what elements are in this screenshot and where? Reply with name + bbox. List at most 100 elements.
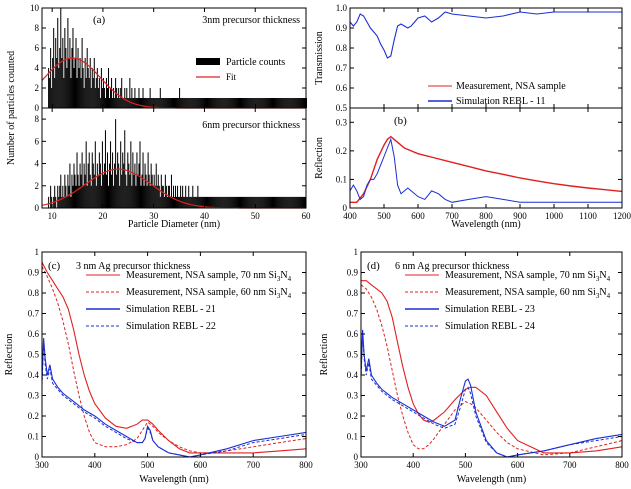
hist-6nm-bar [141,174,143,208]
hist-6nm-bar [187,196,189,208]
hist-6nm-bar [108,185,110,208]
hist-3nm-bar [217,98,219,108]
hist-6nm-bar [205,196,207,208]
hist-6nm-bar [82,185,84,208]
hist-6nm-bar [117,152,119,208]
hist-3nm-bar [225,98,227,108]
hist-3nm-bar [154,98,156,108]
hist-6nm-bar [55,196,57,208]
hist-3nm-bar [150,98,152,108]
hist-6nm-bar [118,163,120,208]
hist-6nm-bar [257,196,259,208]
hist-3nm-bar [206,98,208,108]
hist-3nm-bar [102,78,104,108]
hist-3nm-bar [261,98,263,108]
hist-3nm-bar [303,98,305,108]
hist-6nm-bar [67,174,69,208]
hist-6nm-bar [165,185,167,208]
hist-6nm-bar [262,196,264,208]
hist-3nm-bar [55,38,57,108]
panel-d-ylabel: Reflection [319,334,330,376]
panel-a-top-title: 3nm precursor thickness [202,15,300,26]
hist-6nm-bar [227,196,229,208]
hist-3nm-bar [259,98,261,108]
hist-3nm-bar [122,98,124,108]
hist-3nm-bar [86,48,88,108]
panel-d-ytick-label: 0 [354,452,359,462]
panel-d-legend-text: Simulation REBL - 24 [445,321,535,332]
hist-3nm-bar [197,98,199,108]
hist-6nm-bar [240,196,242,208]
panel-c-legend-entry: Simulation REBL - 21 [126,304,216,315]
hist-3nm-bar [73,68,75,108]
hist-6nm-bar [126,185,128,208]
hist-6nm-bar [95,185,97,208]
panel-b-label: (b) [394,115,407,127]
hist-6nm-bar [85,141,87,208]
panel-d-ytick-label: 0.8 [347,288,359,298]
hist-6nm-bar [71,174,73,208]
hist-6nm-bar [131,185,133,208]
panel-c-ytick-label: 0.1 [28,432,39,442]
hist-6nm-bar [225,196,227,208]
hist-3nm-bar [289,98,291,108]
hist-3nm-bar [67,18,69,108]
hist-6nm-bar [60,174,62,208]
hist-6nm-bar [252,196,254,208]
panel-c-xtick-label: 800 [299,460,313,470]
hist-3nm-bar [79,58,81,108]
hist-3nm-bar [268,98,270,108]
hist-3nm-bar [139,98,141,108]
hist-6nm-bar [158,185,160,208]
hist-3nm-bar [145,98,147,108]
hist-3nm-bar [138,88,140,108]
hist-6nm-bar [293,196,295,208]
panel-a-bottom-ytick-label: 2 [35,181,40,191]
hist-3nm-bar [291,98,293,108]
hist-6nm-bar [197,185,199,208]
hist-3nm-bar [270,98,272,108]
hist-3nm-bar [131,88,133,108]
panel-b-top-frame [349,7,623,109]
hist-6nm-bar [79,163,81,208]
hist-6nm-bar [91,152,93,208]
hist-3nm-bar [84,58,86,108]
hist-6nm-bar [233,196,235,208]
panel-c-legend-entry: Simulation REBL - 22 [126,321,216,332]
hist-3nm-bar [236,98,238,108]
panel-c-series-2-line [41,266,307,454]
hist-6nm-bar [169,196,171,208]
panel-b-bottom-xtick-label: 700 [445,211,459,221]
hist-3nm-bar [180,98,182,108]
hist-3nm-bar [93,58,95,108]
hist-6nm-bar [193,196,195,208]
panel-d-legend-sub: 3 [596,292,600,300]
hist-3nm-bar [250,98,252,108]
hist-3nm-bar [63,78,65,108]
hist-6nm-bar [278,196,280,208]
hist-6nm-bar [263,196,265,208]
hist-6nm-bar [54,185,56,208]
hist-6nm-bar [149,185,151,208]
hist-3nm-bar [62,38,64,108]
hist-6nm-bar [135,185,137,208]
hist-3nm-bar [114,98,116,108]
hist-6nm-bar [272,196,274,208]
hist-6nm-bar [152,185,154,208]
hist-3nm-bar [169,98,171,108]
hist-3nm-bar [48,68,50,108]
hist-3nm-bar [296,98,298,108]
hist-6nm-bar [109,163,111,208]
hist-3nm-bar [142,88,144,108]
hist-3nm-bar [61,58,63,108]
hist-3nm-bar [203,98,205,108]
panel-a-bottom-xtick-label: 60 [302,211,312,221]
hist-3nm-bar [117,98,119,108]
hist-6nm-bar [223,196,225,208]
hist-3nm-bar [144,98,146,108]
hist-6nm-bar [105,174,107,208]
panel-d-xtick-label: 800 [615,460,629,470]
panel-a-top-ytick-label: 6 [35,43,40,53]
hist-3nm-bar [196,98,198,108]
hist-6nm-bar [248,196,250,208]
